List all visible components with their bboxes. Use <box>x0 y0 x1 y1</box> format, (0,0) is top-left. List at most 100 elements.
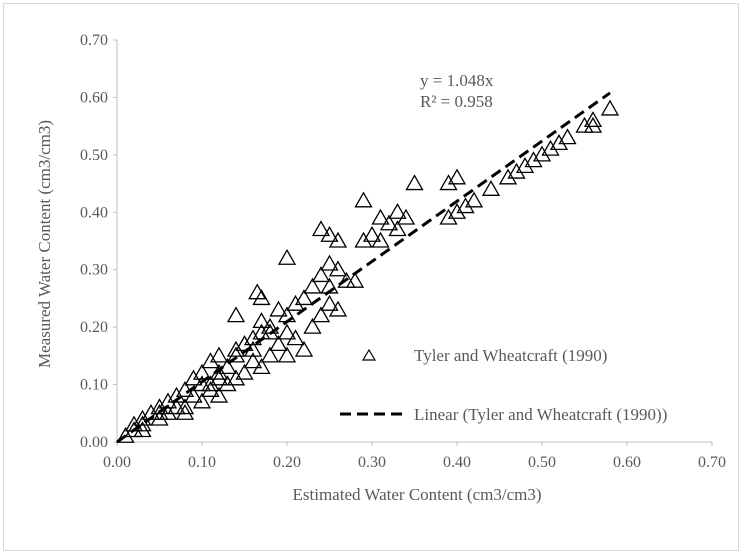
data-point-triangle <box>201 352 220 369</box>
data-point-triangle <box>294 340 314 357</box>
data-point-triangle <box>362 225 382 242</box>
data-point-triangle <box>320 294 339 311</box>
data-point-triangle <box>311 266 331 283</box>
y-tick-label: 0.20 <box>80 319 108 336</box>
data-point-triangle <box>226 369 246 386</box>
data-point-triangle <box>388 202 407 219</box>
data-point-triangle <box>320 254 339 271</box>
data-point-triangle <box>252 289 271 306</box>
data-point-triangle <box>328 260 348 277</box>
data-point-triangle <box>507 162 526 179</box>
x-tick-label: 0.60 <box>613 454 641 471</box>
data-point-triangle <box>524 151 543 168</box>
data-point-triangle <box>439 208 458 225</box>
y-tick-label: 0.40 <box>80 204 108 221</box>
data-point-triangle <box>184 386 203 403</box>
chart-frame: 0.00 0.10 0.20 0.30 0.40 0.50 0.60 0.70 0.00 0.1… <box>3 3 739 551</box>
data-point-triangle <box>201 381 220 397</box>
data-point-triangle <box>396 208 416 225</box>
data-point-triangle <box>218 375 237 392</box>
data-point-triangle <box>252 358 271 374</box>
y-axis-title: Measured Water Content (cm3/cm3) <box>35 120 54 368</box>
data-point-triangle <box>600 99 620 116</box>
axes <box>116 40 712 443</box>
x-tick-label: 0.70 <box>698 454 726 471</box>
data-point-triangle <box>515 157 535 173</box>
trendline <box>116 91 611 444</box>
x-tick-label: 0.10 <box>188 454 216 471</box>
y-tick-label: 0.50 <box>80 147 108 164</box>
data-point-triangle <box>243 352 263 369</box>
x-axis-title: Estimated Water Content (cm3/cm3) <box>293 485 542 504</box>
data-point-triangle <box>209 386 229 403</box>
data-point-triangle <box>320 225 339 242</box>
data-point-triangle <box>150 403 169 420</box>
data-point-triangle <box>405 174 424 191</box>
data-point-triangle <box>303 317 322 334</box>
y-tick-label: 0.60 <box>80 89 108 106</box>
legend-series-label: Tyler and Wheatcraft (1990) <box>414 346 607 365</box>
y-tick-label: 0.10 <box>80 377 108 394</box>
data-point-triangle <box>294 289 314 306</box>
data-point-triangle <box>583 116 603 133</box>
data-point-triangle <box>184 369 203 386</box>
legend: Tyler and Wheatcraft (1990) Linear (Tyle… <box>340 346 667 424</box>
data-point-triangle <box>201 375 220 392</box>
trendline-equation: y = 1.048x <box>420 71 494 90</box>
data-points <box>116 99 620 443</box>
data-point-triangle <box>277 323 297 340</box>
y-tick-label: 0.00 <box>80 434 108 451</box>
data-point-triangle <box>311 220 331 237</box>
data-point-triangle <box>269 300 288 317</box>
data-point-triangle <box>549 134 569 151</box>
data-point-triangle <box>464 191 484 208</box>
data-point-triangle <box>235 363 254 380</box>
data-point-triangle <box>286 294 305 311</box>
y-tick-label: 0.70 <box>80 32 108 49</box>
data-point-triangle <box>498 168 518 185</box>
data-point-triangle <box>379 214 399 231</box>
data-point-triangle <box>481 180 501 196</box>
data-point-triangle <box>456 197 475 214</box>
data-point-triangle <box>277 248 297 265</box>
data-point-triangle <box>175 398 195 415</box>
x-tick-label: 0.20 <box>273 454 301 471</box>
data-point-triangle <box>192 392 212 409</box>
legend-marker-triangle <box>361 348 377 361</box>
data-point-triangle <box>447 202 467 219</box>
x-tick-label: 0.50 <box>528 454 556 471</box>
data-point-triangle <box>328 231 348 248</box>
data-point-triangle <box>133 409 152 426</box>
data-point-triangle <box>311 306 331 323</box>
data-point-triangle <box>439 174 458 191</box>
data-point-triangle <box>575 116 594 133</box>
data-point-triangle <box>354 191 373 208</box>
data-point-triangle <box>133 421 152 438</box>
y-tick-label: 0.30 <box>80 262 108 279</box>
data-point-triangle <box>371 231 390 248</box>
data-point-triangle <box>371 208 390 225</box>
data-point-triangle <box>218 358 237 374</box>
data-point-triangle <box>226 306 246 323</box>
data-point-triangle <box>175 403 195 420</box>
data-point-triangle <box>243 329 263 346</box>
trendline-r-squared: R² = 0.958 <box>420 92 493 111</box>
data-point-triangle <box>252 312 271 329</box>
data-point-triangle <box>192 363 212 380</box>
data-point-triangle <box>345 271 365 288</box>
data-point-triangle <box>269 335 288 352</box>
data-point-triangle <box>150 409 169 426</box>
data-point-triangle <box>303 277 322 294</box>
data-point-triangle <box>209 369 229 386</box>
data-point-triangle <box>260 346 280 363</box>
data-point-triangle <box>388 220 407 237</box>
legend-trendline-label: Linear (Tyler and Wheatcraft (1990)) <box>414 405 667 424</box>
data-point-triangle <box>558 128 577 145</box>
data-point-triangle <box>209 346 229 363</box>
data-point-triangle <box>277 346 297 363</box>
data-point-triangle <box>354 231 373 248</box>
data-point-triangle <box>133 415 152 432</box>
data-point-triangle <box>532 145 552 162</box>
data-point-triangle <box>541 139 560 156</box>
x-tick-label: 0.40 <box>443 454 471 471</box>
